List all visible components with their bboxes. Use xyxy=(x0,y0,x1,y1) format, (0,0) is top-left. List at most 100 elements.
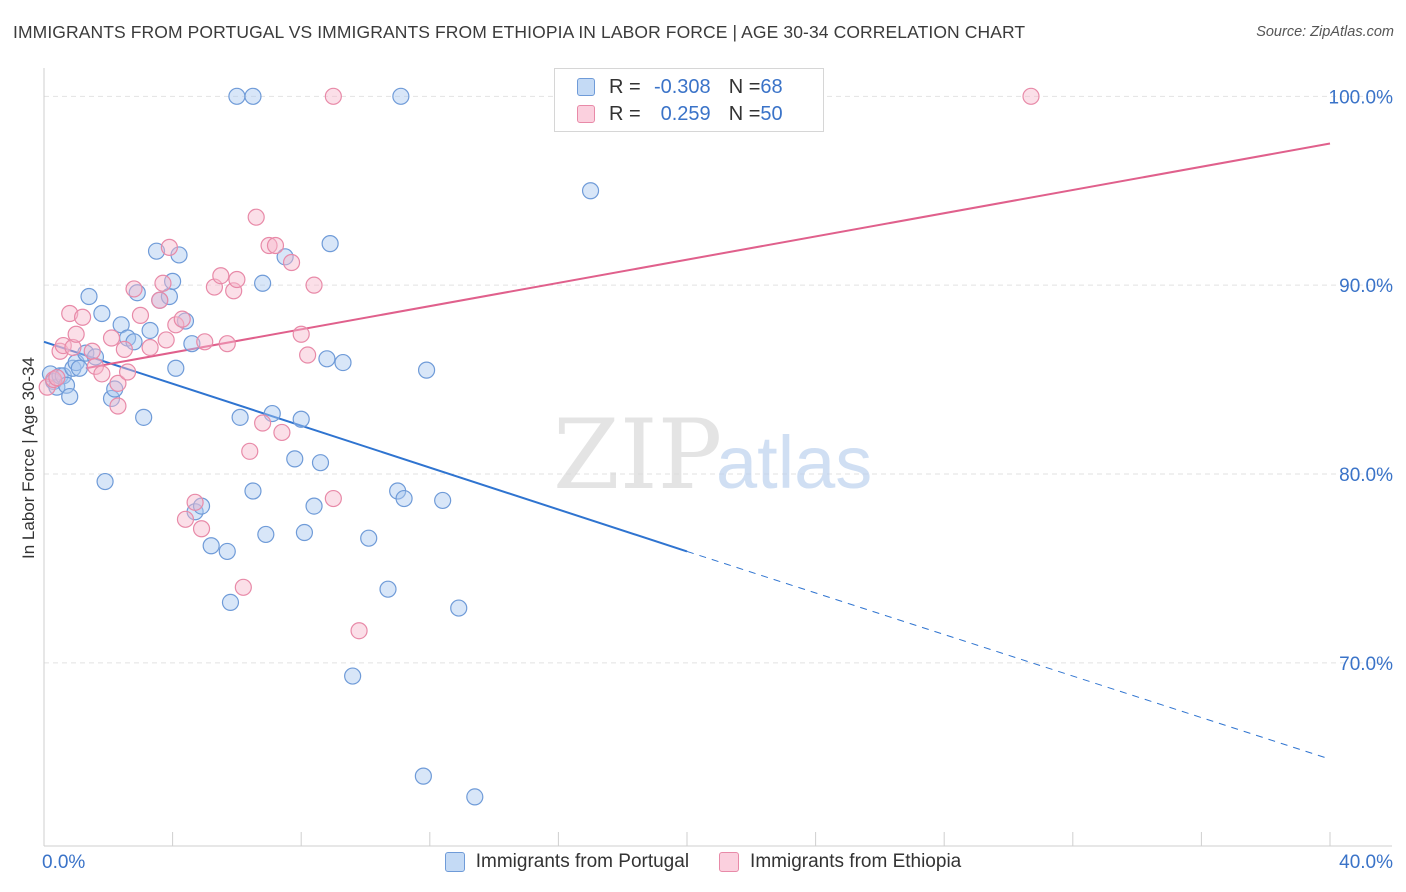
ethiopia-point xyxy=(93,365,111,383)
legend-swatch-portugal xyxy=(577,78,595,96)
ethiopia-point xyxy=(125,280,143,298)
ethiopia-point xyxy=(109,397,127,415)
ethiopia-point xyxy=(254,414,272,432)
portugal-point xyxy=(295,523,314,542)
ethiopia-point xyxy=(266,236,285,255)
ethiopia-point xyxy=(118,363,137,381)
portugal-point xyxy=(96,472,114,491)
portugal-trend-line xyxy=(43,340,688,553)
legend-n-value: 68 xyxy=(760,75,783,98)
ethiopia-point xyxy=(115,340,133,358)
portugal-point xyxy=(392,87,410,105)
portugal-point xyxy=(218,542,236,561)
ethiopia-point xyxy=(102,329,121,347)
ethiopia-point xyxy=(64,338,82,357)
legend-swatch-ethiopia xyxy=(719,852,740,872)
portugal-point xyxy=(70,359,88,377)
portugal-point xyxy=(147,242,166,260)
source-label: Source: ZipAtlas.com xyxy=(1256,24,1394,40)
ethiopia-point xyxy=(228,270,246,289)
portugal-point xyxy=(228,87,246,105)
axes xyxy=(43,68,1392,847)
portugal-point xyxy=(450,599,468,617)
portugal-point xyxy=(141,321,159,340)
ethiopia-point xyxy=(292,325,310,343)
portugal-point xyxy=(318,350,336,368)
portugal-point xyxy=(334,353,352,372)
ethiopia-point xyxy=(305,276,323,294)
trend-lines xyxy=(43,142,1331,760)
portugal-point xyxy=(360,529,378,547)
portugal-point xyxy=(202,537,220,555)
portugal-point xyxy=(183,335,201,353)
legend-r-label: R = xyxy=(609,102,641,125)
portugal-point xyxy=(244,87,262,105)
legend-r-label: R = xyxy=(609,75,641,98)
ethiopia-point xyxy=(61,304,79,323)
ethiopia-point xyxy=(151,291,169,309)
ethiopia-point xyxy=(192,520,211,538)
watermark-atlas: atlas xyxy=(716,421,872,504)
ethiopia-point xyxy=(73,308,92,326)
portugal-point xyxy=(257,525,275,544)
portugal-trend-extension xyxy=(686,550,1331,760)
portugal-point xyxy=(344,667,362,685)
y-tick-label: 70.0% xyxy=(1339,654,1393,675)
ethiopia-point xyxy=(247,208,265,226)
portugal-point xyxy=(286,450,304,468)
grid xyxy=(44,95,1392,664)
ethiopia-point xyxy=(109,374,127,392)
x-tick-label-min: 0.0% xyxy=(42,852,86,873)
portugal-point xyxy=(321,235,339,253)
ethiopia-point xyxy=(131,306,150,324)
legend-r-value: -0.308 xyxy=(653,75,711,98)
portugal-point xyxy=(414,767,432,785)
ethiopia-point xyxy=(324,87,342,105)
ethiopia-point xyxy=(241,442,259,460)
legend-item-ethiopia[interactable]: Immigrants from Ethiopia xyxy=(719,851,961,873)
x-tick-label-max: 40.0% xyxy=(1339,852,1393,873)
legend-row-portugal: R = -0.308 N = 68 xyxy=(555,74,783,100)
legend-swatch-portugal xyxy=(444,852,465,872)
portugal-point xyxy=(581,182,600,200)
ethiopia-point xyxy=(1022,87,1040,105)
correlation-legend: R = -0.308 N = 68 R = 0.259 N = 50 xyxy=(554,68,824,132)
legend-swatch-ethiopia xyxy=(577,105,595,123)
legend-n-label: N = xyxy=(728,102,761,125)
portugal-point xyxy=(379,580,397,598)
ethiopia-point xyxy=(212,267,230,285)
ethiopia-point xyxy=(67,325,85,343)
ethiopia-point xyxy=(186,493,204,511)
portugal-point xyxy=(292,410,310,428)
series-legend: Immigrants from Portugal Immigrants from… xyxy=(0,851,1406,873)
y-tick-labels: 70.0% 80.0% 90.0% 100.0% xyxy=(1329,87,1394,675)
ethiopia-point xyxy=(234,578,252,596)
ethiopia-point xyxy=(157,331,175,349)
legend-n-label: N = xyxy=(728,75,761,98)
chart-title: IMMIGRANTS FROM PORTUGAL VS IMMIGRANTS F… xyxy=(13,22,1026,42)
ethiopia-point xyxy=(176,510,195,528)
portugal-point xyxy=(244,482,262,500)
ethiopia-trend-line xyxy=(85,142,1331,370)
portugal-point xyxy=(417,361,436,379)
portugal-point xyxy=(93,304,111,323)
ethiopia-point xyxy=(154,274,172,292)
y-tick-label: 80.0% xyxy=(1339,465,1393,486)
portugal-point xyxy=(167,359,185,377)
legend-r-value: 0.259 xyxy=(660,102,711,125)
ethiopia-point xyxy=(282,253,301,272)
ethiopia-point xyxy=(196,333,214,351)
portugal-point xyxy=(80,287,98,306)
y-tick-label: 100.0% xyxy=(1329,87,1394,108)
ethiopia-point xyxy=(48,369,66,387)
portugal-point xyxy=(466,788,484,806)
portugal-point xyxy=(135,408,153,426)
data-points xyxy=(38,87,1040,806)
legend-item-portugal[interactable]: Immigrants from Portugal xyxy=(444,851,689,873)
watermark-zip: ZIP xyxy=(553,399,722,511)
portugal-point xyxy=(61,387,79,406)
ethiopia-point xyxy=(83,342,101,360)
ethiopia-point xyxy=(324,489,342,508)
portugal-point xyxy=(305,497,323,515)
